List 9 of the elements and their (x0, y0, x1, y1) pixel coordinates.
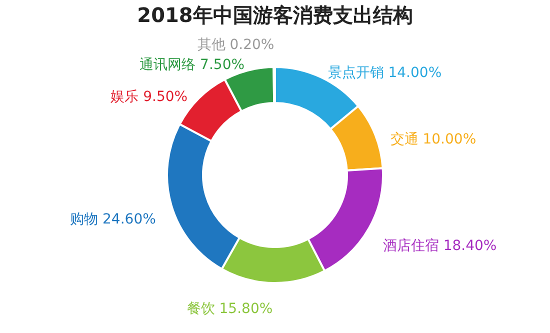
slice-label: 娱乐 9.50% (110, 89, 188, 106)
slice-label: 交通 10.00% (390, 131, 476, 148)
slice-label: 餐饮 15.80% (186, 300, 273, 317)
slice-label: 其他 0.20% (197, 36, 274, 53)
slice-label: 通讯网络 7.50% (140, 56, 245, 73)
slice-label: 景点开销 14.00% (328, 64, 442, 81)
slice-label: 酒店住宿 18.40% (382, 238, 497, 254)
chart-title: 2018年中国游客消费支出结构 (137, 3, 413, 27)
slice-label: 购物 24.60% (70, 212, 156, 228)
